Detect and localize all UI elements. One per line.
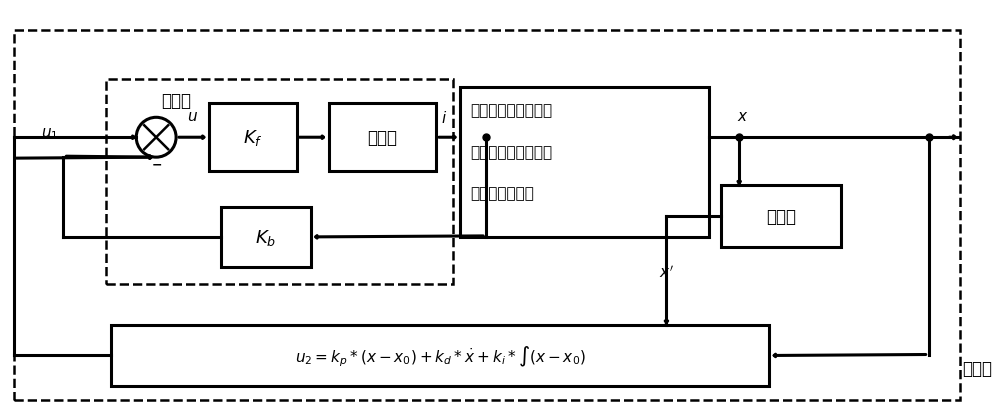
Text: 电磁铁产生运动: 电磁铁产生运动	[470, 186, 534, 201]
Bar	[111, 325, 769, 387]
Text: 电磁铁与轨道作用产: 电磁铁与轨道作用产	[470, 103, 552, 117]
Text: 生电磁力，从而使得: 生电磁力，从而使得	[470, 144, 552, 159]
Text: $u$: $u$	[187, 109, 198, 124]
Bar	[106, 80, 453, 284]
Text: $x$: $x$	[737, 109, 749, 124]
Bar	[460, 88, 709, 237]
Text: 电磁铁: 电磁铁	[367, 129, 397, 147]
Text: 微分器: 微分器	[766, 207, 796, 225]
Text: −: −	[152, 158, 162, 171]
Bar	[209, 104, 297, 172]
Text: 电流环: 电流环	[161, 92, 191, 110]
Text: $i$: $i$	[441, 110, 447, 126]
Bar	[221, 207, 311, 267]
Text: $u_1$: $u_1$	[41, 126, 58, 142]
Text: 位置环: 位置环	[962, 360, 992, 378]
Text: $K_f$: $K_f$	[243, 128, 263, 148]
Text: $x'$: $x'$	[659, 264, 674, 281]
Bar	[721, 186, 841, 247]
Text: $u_2=k_p*(x-x_0)+k_d*\dot{x}+k_i*\int(x-x_0)$: $u_2=k_p*(x-x_0)+k_d*\dot{x}+k_i*\int(x-…	[295, 344, 586, 368]
Bar	[329, 104, 436, 172]
Text: $K_b$: $K_b$	[255, 227, 276, 247]
